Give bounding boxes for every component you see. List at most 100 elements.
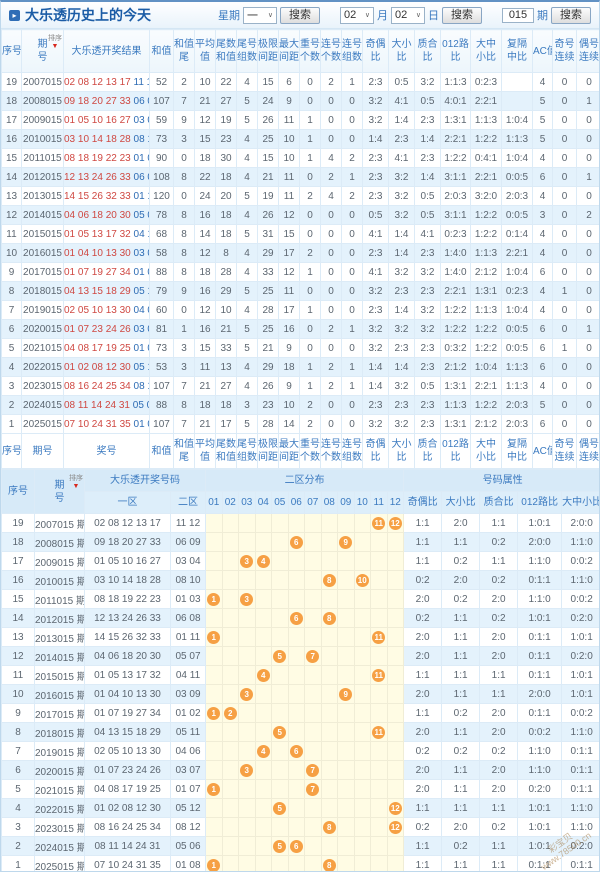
dist-cell: [221, 760, 239, 780]
day-select[interactable]: 02 ∨: [391, 6, 425, 24]
stat-cell: 4: [532, 300, 553, 320]
stat-cell: 5: [236, 110, 258, 130]
seq-cell: 19: [1, 72, 22, 92]
stat-cell: 0: [552, 243, 577, 263]
dist-cell: 11: [370, 722, 388, 742]
column-header: 尾数 和值: [215, 433, 237, 469]
stat-cell: 73: [149, 129, 174, 149]
stat-cell: 2:0:3: [501, 395, 533, 415]
period-cell: 2023015: [21, 376, 64, 396]
prop-cell: 0:2: [479, 608, 519, 628]
column-header: 01: [205, 491, 223, 514]
front-zone-numbers: 04 06 18 20 30: [64, 209, 131, 221]
zone1-cell: 01 04 10 13 30: [84, 684, 171, 704]
dist-cell: [386, 551, 405, 571]
stat-cell: 15: [257, 72, 279, 92]
stat-cell: 0: [576, 110, 599, 130]
stat-cell: 11: [278, 167, 300, 187]
issue-search-button[interactable]: 搜索: [551, 6, 591, 24]
stat-cell: 4: [532, 72, 553, 92]
back-zone-numbers: 05 06: [132, 399, 149, 411]
lottery-ball: 3: [240, 592, 254, 606]
stat-cell: 3:2: [388, 186, 415, 206]
prop-cell: 0:1:1: [561, 779, 599, 799]
dist-cell: [370, 855, 388, 871]
column-header: 尾号 组数: [236, 29, 258, 73]
dist-cell: 6: [287, 741, 305, 761]
draw-result-cell: 01 07 23 24 26 03 07: [63, 319, 150, 339]
stat-cell: 0:3:2: [440, 338, 471, 358]
period-cell: 2020015: [21, 319, 64, 339]
dist-cell: [304, 798, 322, 818]
stat-cell: 2:3: [388, 338, 415, 358]
lottery-ball: 2: [223, 706, 237, 720]
stat-cell: 2:3: [362, 186, 389, 206]
stat-cell: 60: [149, 300, 174, 320]
month-select[interactable]: 02 ∨: [340, 6, 374, 24]
prop-cell: 0:2: [479, 532, 519, 552]
stat-cell: 3:2: [388, 205, 415, 225]
week-select[interactable]: 一 ∨: [243, 6, 277, 24]
stat-cell: 3:2: [388, 262, 415, 282]
dist-cell: 12: [386, 513, 405, 533]
back-zone-numbers: 05 07: [133, 209, 149, 221]
dist-cell: [271, 570, 289, 590]
dist-cell: 7: [304, 779, 322, 799]
dist-cell: [271, 513, 289, 533]
stat-cell: 0:2:3: [440, 224, 471, 244]
dist-cell: [320, 703, 338, 723]
dist-cell: [205, 551, 223, 571]
column-header: 号码属性: [403, 469, 599, 492]
dist-cell: [304, 855, 322, 871]
lottery-ball: 11: [372, 668, 386, 682]
stat-cell: 0: [299, 224, 321, 244]
stat-cell: 2: [341, 148, 363, 168]
stat-cell: 4: [236, 72, 258, 92]
dist-cell: [254, 703, 272, 723]
stat-cell: 27: [215, 91, 237, 111]
stat-cell: 3:2: [388, 376, 415, 396]
dist-cell: [337, 836, 355, 856]
stat-cell: 0: [576, 300, 599, 320]
week-search-button[interactable]: 搜索: [280, 6, 320, 24]
draw-result-cell: 14 15 26 32 33 01 11: [63, 186, 150, 206]
dist-cell: 6: [287, 532, 305, 552]
prop-cell: 0:2: [441, 703, 481, 723]
sort-control[interactable]: 排序 ▼: [48, 35, 62, 51]
prop-cell: 0:0:2: [561, 551, 599, 571]
column-header: 期号排序 ▼: [34, 469, 85, 514]
bullet-arrow-icon: ▸: [9, 9, 20, 21]
seq-cell: 11: [1, 665, 35, 685]
dist-cell: [304, 836, 322, 856]
distribution-row: 16 2010015 期 03 10 14 18 28 08 10 8 10 0:2 2:0 0…: [1, 570, 599, 590]
dist-cell: [353, 589, 371, 609]
stat-cell: 21: [194, 91, 216, 111]
stat-cell: 4: [236, 129, 258, 149]
stat-cell: 26: [257, 110, 279, 130]
dist-cell: [238, 855, 256, 871]
zone1-cell: 08 18 19 22 23: [84, 589, 171, 609]
distribution-row: 15 2011015 期 08 18 19 22 23 01 03 1 3 2:0 0:2 2:…: [1, 589, 599, 609]
stat-cell: 4: [532, 186, 553, 206]
draw-result-cell: 08 18 19 22 23 01 03: [63, 148, 150, 168]
dist-cell: [254, 779, 272, 799]
stat-cell: 0: [299, 319, 321, 339]
dist-cell: [238, 703, 256, 723]
seq-cell: 5: [1, 338, 22, 358]
zone1-cell: 08 11 14 24 31: [84, 836, 171, 856]
dist-cell: [271, 760, 289, 780]
stat-cell: 4: [236, 300, 258, 320]
stat-cell: 3:1:1: [440, 167, 471, 187]
dist-cell: [271, 855, 289, 871]
sort-control[interactable]: 排序 ▼: [69, 475, 83, 491]
draw-result-cell: 01 04 10 13 30 03 09: [63, 243, 150, 263]
column-header: 平均值: [194, 433, 216, 469]
dist-cell: [287, 589, 305, 609]
stat-cell: 78: [149, 205, 174, 225]
date-search-button[interactable]: 搜索: [442, 6, 482, 24]
stat-cell: 6: [532, 357, 553, 377]
issue-input[interactable]: [502, 7, 534, 23]
dist-cell: 9: [337, 532, 355, 552]
